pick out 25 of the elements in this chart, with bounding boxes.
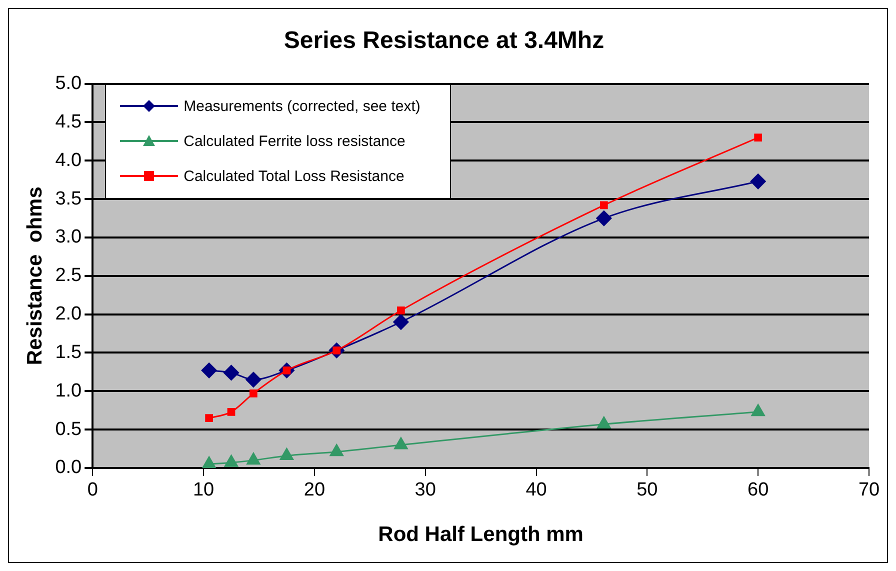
y-tick-label: 3.5	[55, 188, 82, 210]
x-tick-label: 0	[87, 480, 98, 501]
legend-label: Calculated Total Loss Resistance	[184, 168, 404, 185]
y-tick-label: 1.0	[55, 380, 82, 402]
x-tick-label: 70	[858, 480, 880, 501]
y-tick-label: 2.0	[55, 304, 82, 325]
y-tick-label: 5.0	[55, 73, 82, 94]
chart-title: Series Resistance at 3.4Mhz	[284, 27, 604, 54]
x-tick-label: 30	[414, 480, 436, 501]
x-axis-title: Rod Half Length mm	[378, 523, 584, 546]
y-tick-label: 4.5	[55, 111, 82, 132]
x-tick-label: 40	[526, 480, 547, 501]
y-tick-label: 1.5	[55, 342, 82, 363]
x-tick-label: 50	[636, 480, 658, 501]
x-tick-label: 60	[748, 480, 769, 501]
y-tick-label: 2.5	[55, 265, 82, 286]
x-tick-label: 20	[304, 480, 326, 501]
y-axis-title: Resistance ohms	[23, 186, 46, 366]
y-tick-label: 0.0	[55, 457, 82, 478]
y-tick-label: 4.0	[55, 150, 82, 171]
x-tick-label: 10	[192, 480, 214, 501]
y-tick-label: 3.0	[55, 226, 82, 248]
legend-label: Calculated Ferrite loss resistance	[184, 132, 406, 150]
legend-label: Measurements (corrected, see text)	[184, 98, 420, 115]
y-tick-label: 0.5	[55, 418, 82, 440]
